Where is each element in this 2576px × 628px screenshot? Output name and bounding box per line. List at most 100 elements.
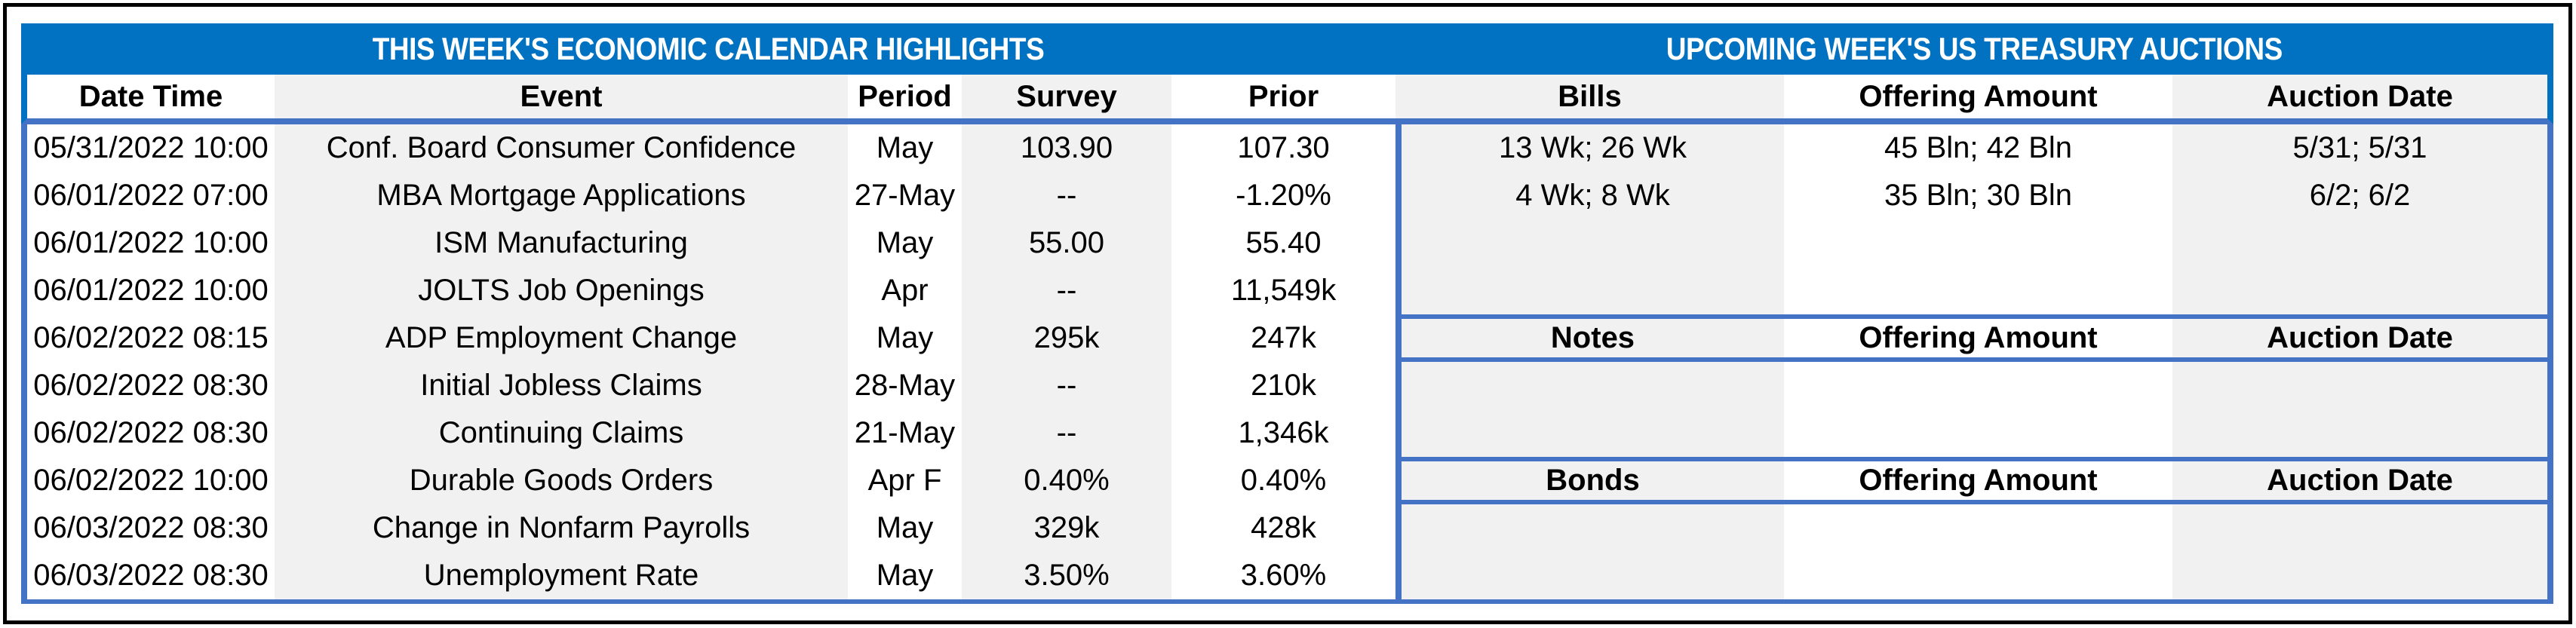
prior-cell: -1.20% xyxy=(1171,172,1395,219)
column-header-period: Period xyxy=(848,75,962,118)
empty-cell xyxy=(1784,552,2172,599)
survey-cell: 295k xyxy=(962,314,1171,362)
empty-cell xyxy=(2172,504,2547,552)
auction-date-cell: 6/2; 6/2 xyxy=(2172,172,2547,219)
event-cell: MBA Mortgage Applications xyxy=(275,172,848,219)
column-header-survey: Survey xyxy=(962,75,1171,118)
event-cell: Change in Nonfarm Payrolls xyxy=(275,504,848,552)
survey-cell: 3.50% xyxy=(962,552,1171,599)
bills-row: 13 Wk; 26 Wk 45 Bln; 42 Bln 5/31; 5/31 xyxy=(1402,124,2547,172)
calendar-header-row: Date Time Event Period Survey Prior xyxy=(21,75,1395,124)
date-time-cell: 06/01/2022 10:00 xyxy=(27,219,275,267)
column-header-notes: Notes xyxy=(1402,319,1784,357)
offering-amount-cell: 45 Bln; 42 Bln xyxy=(1784,124,2172,172)
column-header-auction-date: Auction Date xyxy=(2172,75,2547,118)
date-time-cell: 06/02/2022 10:00 xyxy=(27,457,275,504)
empty-cell xyxy=(2172,409,2547,457)
event-cell: JOLTS Job Openings xyxy=(275,267,848,314)
prior-cell: 107.30 xyxy=(1171,124,1395,172)
column-header-offering-amount: Offering Amount xyxy=(1784,75,2172,118)
period-cell: May xyxy=(848,219,962,267)
economic-calendar-table: THIS WEEK'S ECONOMIC CALENDAR HIGHLIGHTS… xyxy=(21,23,1395,604)
calendar-row: 06/03/2022 08:30 Change in Nonfarm Payro… xyxy=(27,504,1395,552)
period-cell: 27-May xyxy=(848,172,962,219)
tables-container: THIS WEEK'S ECONOMIC CALENDAR HIGHLIGHTS… xyxy=(21,23,2553,604)
column-header-auction-date: Auction Date xyxy=(2172,319,2547,357)
event-cell: ISM Manufacturing xyxy=(275,219,848,267)
period-cell: Apr xyxy=(848,267,962,314)
empty-cell xyxy=(1784,504,2172,552)
period-cell: May xyxy=(848,552,962,599)
survey-cell: -- xyxy=(962,409,1171,457)
prior-cell: 428k xyxy=(1171,504,1395,552)
empty-cell xyxy=(1402,504,1784,552)
date-time-cell: 06/02/2022 08:30 xyxy=(27,362,275,409)
notes-empty-row xyxy=(1402,409,2547,457)
column-header-offering-amount: Offering Amount xyxy=(1784,461,2172,500)
calendar-row: 06/01/2022 07:00 MBA Mortgage Applicatio… xyxy=(27,172,1395,219)
empty-cell xyxy=(2172,267,2547,314)
prior-cell: 55.40 xyxy=(1171,219,1395,267)
instrument-cell: 4 Wk; 8 Wk xyxy=(1402,172,1784,219)
empty-cell xyxy=(2172,362,2547,409)
prior-cell: 11,549k xyxy=(1171,267,1395,314)
empty-cell xyxy=(1402,552,1784,599)
empty-cell xyxy=(1784,409,2172,457)
survey-cell: -- xyxy=(962,172,1171,219)
auctions-body: 13 Wk; 26 Wk 45 Bln; 42 Bln 5/31; 5/31 4… xyxy=(1395,124,2553,604)
period-cell: May xyxy=(848,124,962,172)
date-time-cell: 06/01/2022 07:00 xyxy=(27,172,275,219)
period-cell: May xyxy=(848,314,962,362)
empty-cell xyxy=(2172,552,2547,599)
period-cell: 21-May xyxy=(848,409,962,457)
event-cell: Initial Jobless Claims xyxy=(275,362,848,409)
event-cell: Durable Goods Orders xyxy=(275,457,848,504)
survey-cell: 103.90 xyxy=(962,124,1171,172)
column-header-offering-amount: Offering Amount xyxy=(1784,319,2172,357)
instrument-cell: 13 Wk; 26 Wk xyxy=(1402,124,1784,172)
event-cell: ADP Employment Change xyxy=(275,314,848,362)
survey-cell: 0.40% xyxy=(962,457,1171,504)
empty-cell xyxy=(1402,267,1784,314)
calendar-row: 06/01/2022 10:00 ISM Manufacturing May 5… xyxy=(27,219,1395,267)
notes-empty-row xyxy=(1402,362,2547,409)
column-header-bonds: Bonds xyxy=(1402,461,1784,500)
prior-cell: 3.60% xyxy=(1171,552,1395,599)
date-time-cell: 05/31/2022 10:00 xyxy=(27,124,275,172)
calendar-body: 05/31/2022 10:00 Conf. Board Consumer Co… xyxy=(21,124,1395,604)
auction-date-cell: 5/31; 5/31 xyxy=(2172,124,2547,172)
empty-cell xyxy=(2172,219,2547,267)
calendar-row: 06/02/2022 10:00 Durable Goods Orders Ap… xyxy=(27,457,1395,504)
event-cell: Unemployment Rate xyxy=(275,552,848,599)
empty-cell xyxy=(1402,362,1784,409)
calendar-row: 06/03/2022 08:30 Unemployment Rate May 3… xyxy=(27,552,1395,599)
date-time-cell: 06/02/2022 08:15 xyxy=(27,314,275,362)
bonds-header-row: Bonds Offering Amount Auction Date xyxy=(1402,457,2547,504)
prior-cell: 0.40% xyxy=(1171,457,1395,504)
event-cell: Continuing Claims xyxy=(275,409,848,457)
bills-empty-row xyxy=(1402,267,2547,314)
calendar-row: 06/02/2022 08:30 Continuing Claims 21-Ma… xyxy=(27,409,1395,457)
event-cell: Conf. Board Consumer Confidence xyxy=(275,124,848,172)
date-time-cell: 06/02/2022 08:30 xyxy=(27,409,275,457)
auctions-title-bar: UPCOMING WEEK'S US TREASURY AUCTIONS xyxy=(1395,23,2553,75)
notes-header-row: Notes Offering Amount Auction Date xyxy=(1402,314,2547,362)
bills-empty-row xyxy=(1402,219,2547,267)
prior-cell: 210k xyxy=(1171,362,1395,409)
survey-cell: 329k xyxy=(962,504,1171,552)
empty-cell xyxy=(1402,409,1784,457)
empty-cell xyxy=(1784,267,2172,314)
bonds-empty-row xyxy=(1402,552,2547,599)
survey-cell: 55.00 xyxy=(962,219,1171,267)
bills-row: 4 Wk; 8 Wk 35 Bln; 30 Bln 6/2; 6/2 xyxy=(1402,172,2547,219)
column-header-date-time: Date Time xyxy=(27,75,275,118)
calendar-row: 05/31/2022 10:00 Conf. Board Consumer Co… xyxy=(27,124,1395,172)
treasury-auctions-table: UPCOMING WEEK'S US TREASURY AUCTIONS Bil… xyxy=(1395,23,2553,604)
column-header-auction-date: Auction Date xyxy=(2172,461,2547,500)
prior-cell: 1,346k xyxy=(1171,409,1395,457)
column-header-bills: Bills xyxy=(1395,75,1784,118)
auctions-title: UPCOMING WEEK'S US TREASURY AUCTIONS xyxy=(1666,31,2283,66)
date-time-cell: 06/03/2022 08:30 xyxy=(27,504,275,552)
calendar-title: THIS WEEK'S ECONOMIC CALENDAR HIGHLIGHTS xyxy=(372,31,1045,66)
column-header-event: Event xyxy=(275,75,848,118)
